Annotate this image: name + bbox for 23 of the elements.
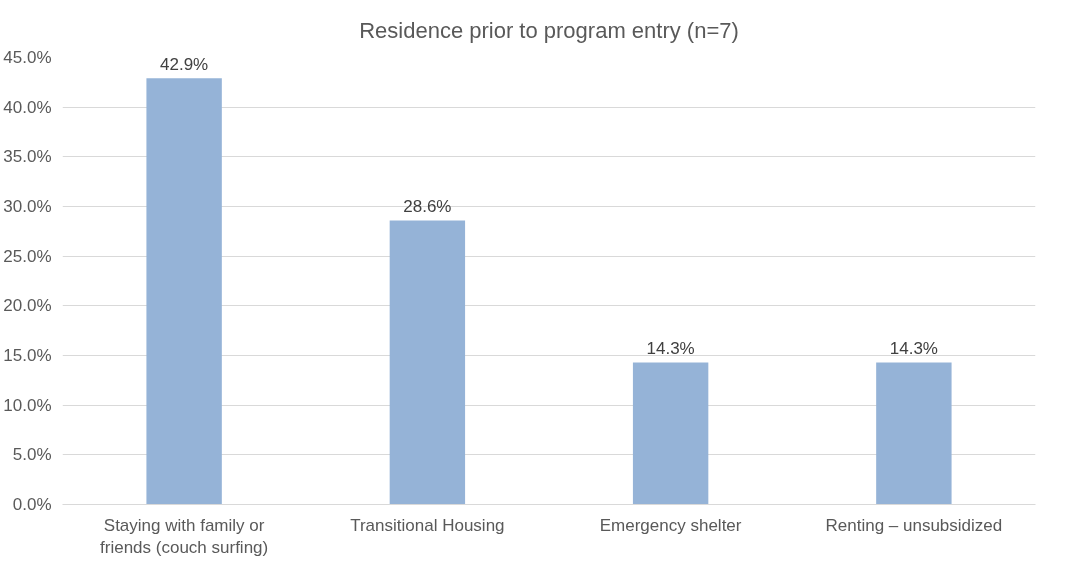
bar <box>632 362 709 505</box>
data-label: 14.3% <box>646 339 695 359</box>
data-label: 28.6% <box>403 197 452 217</box>
chart-title: Residence prior to program entry (n=7) <box>359 17 739 43</box>
x-tick-label: Staying with family or friends (couch surfing) <box>100 515 269 558</box>
y-tick-label: 20.0% <box>3 296 52 316</box>
y-tick-label: 45.0% <box>3 48 52 67</box>
x-tick-label: Renting – unsubsidized <box>825 515 1003 535</box>
y-tick-label: 10.0% <box>3 395 52 415</box>
y-tick-label: 30.0% <box>3 197 52 216</box>
bar <box>146 78 222 505</box>
x-tick-label: Emergency shelter <box>599 515 742 535</box>
bar <box>876 362 952 505</box>
y-tick-label: 25.0% <box>3 246 52 266</box>
y-tick-label: 5.0% <box>12 445 52 465</box>
y-tick-label: 40.0% <box>3 97 52 117</box>
y-tick-label: 15.0% <box>3 346 52 365</box>
bar <box>389 220 466 505</box>
data-label: 14.3% <box>889 339 938 359</box>
y-tick-label: 35.0% <box>3 147 52 167</box>
x-tick-label: Transitional Housing <box>350 515 505 535</box>
data-label: 42.9% <box>160 55 209 75</box>
y-tick-label: 0.0% <box>12 495 52 514</box>
